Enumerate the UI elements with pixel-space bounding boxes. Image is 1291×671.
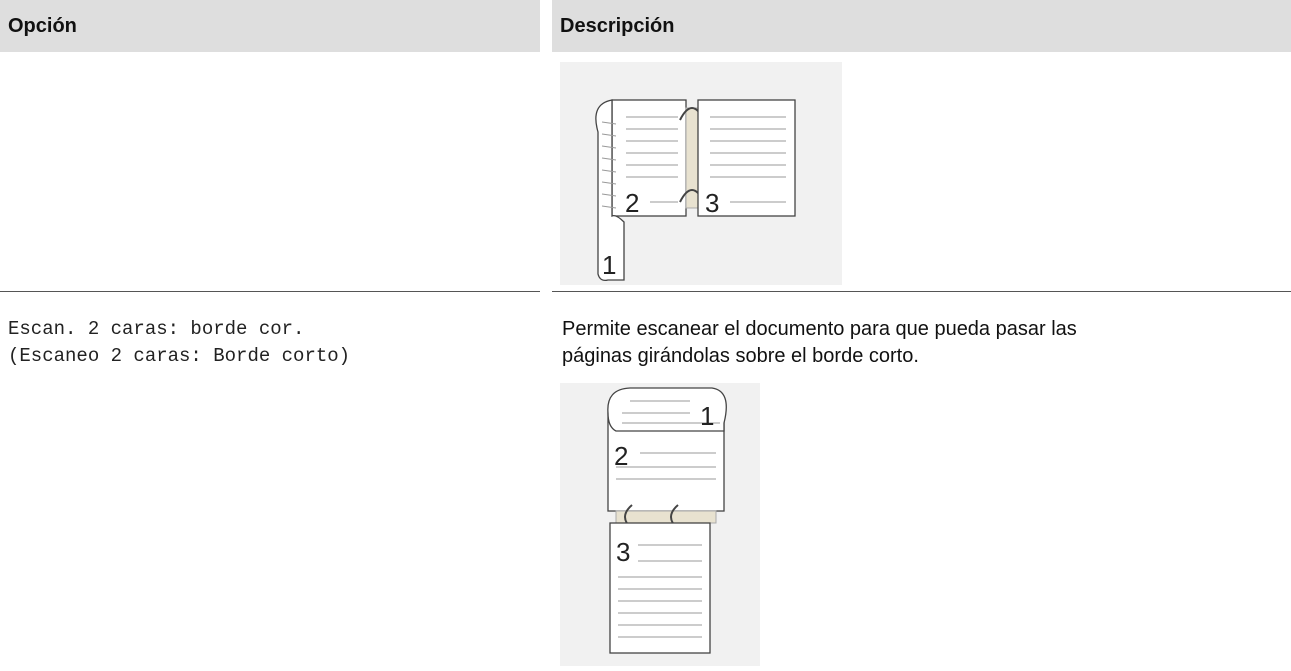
description-line: Permite escanear el documento para que p… bbox=[562, 318, 1077, 340]
page-number: 2 bbox=[614, 441, 628, 471]
row-divider bbox=[0, 291, 540, 292]
page-number: 2 bbox=[625, 188, 639, 218]
long-edge-figure: 2 3 1 bbox=[595, 99, 796, 282]
header-cell: Opción bbox=[0, 0, 540, 52]
page-number: 1 bbox=[602, 250, 616, 280]
description-line: páginas girándolas sobre el borde corto. bbox=[562, 345, 919, 367]
illustration: 1 2 3 bbox=[560, 383, 760, 666]
option-line: Escan. 2 caras: borde cor. bbox=[8, 318, 305, 340]
short-edge-figure: 1 2 3 bbox=[607, 387, 727, 654]
page-number: 1 bbox=[700, 401, 714, 431]
option-cell: Escan. 2 caras: borde cor. (Escaneo 2 ca… bbox=[8, 316, 350, 370]
row-divider bbox=[552, 291, 1291, 292]
illustration: 2 3 1 bbox=[560, 62, 842, 285]
description-cell: Permite escanear el documento para que p… bbox=[562, 316, 1077, 370]
page-number: 3 bbox=[616, 537, 630, 567]
header-cell: Descripción bbox=[552, 0, 1291, 52]
page-number: 3 bbox=[705, 188, 719, 218]
option-line: (Escaneo 2 caras: Borde corto) bbox=[8, 345, 351, 367]
